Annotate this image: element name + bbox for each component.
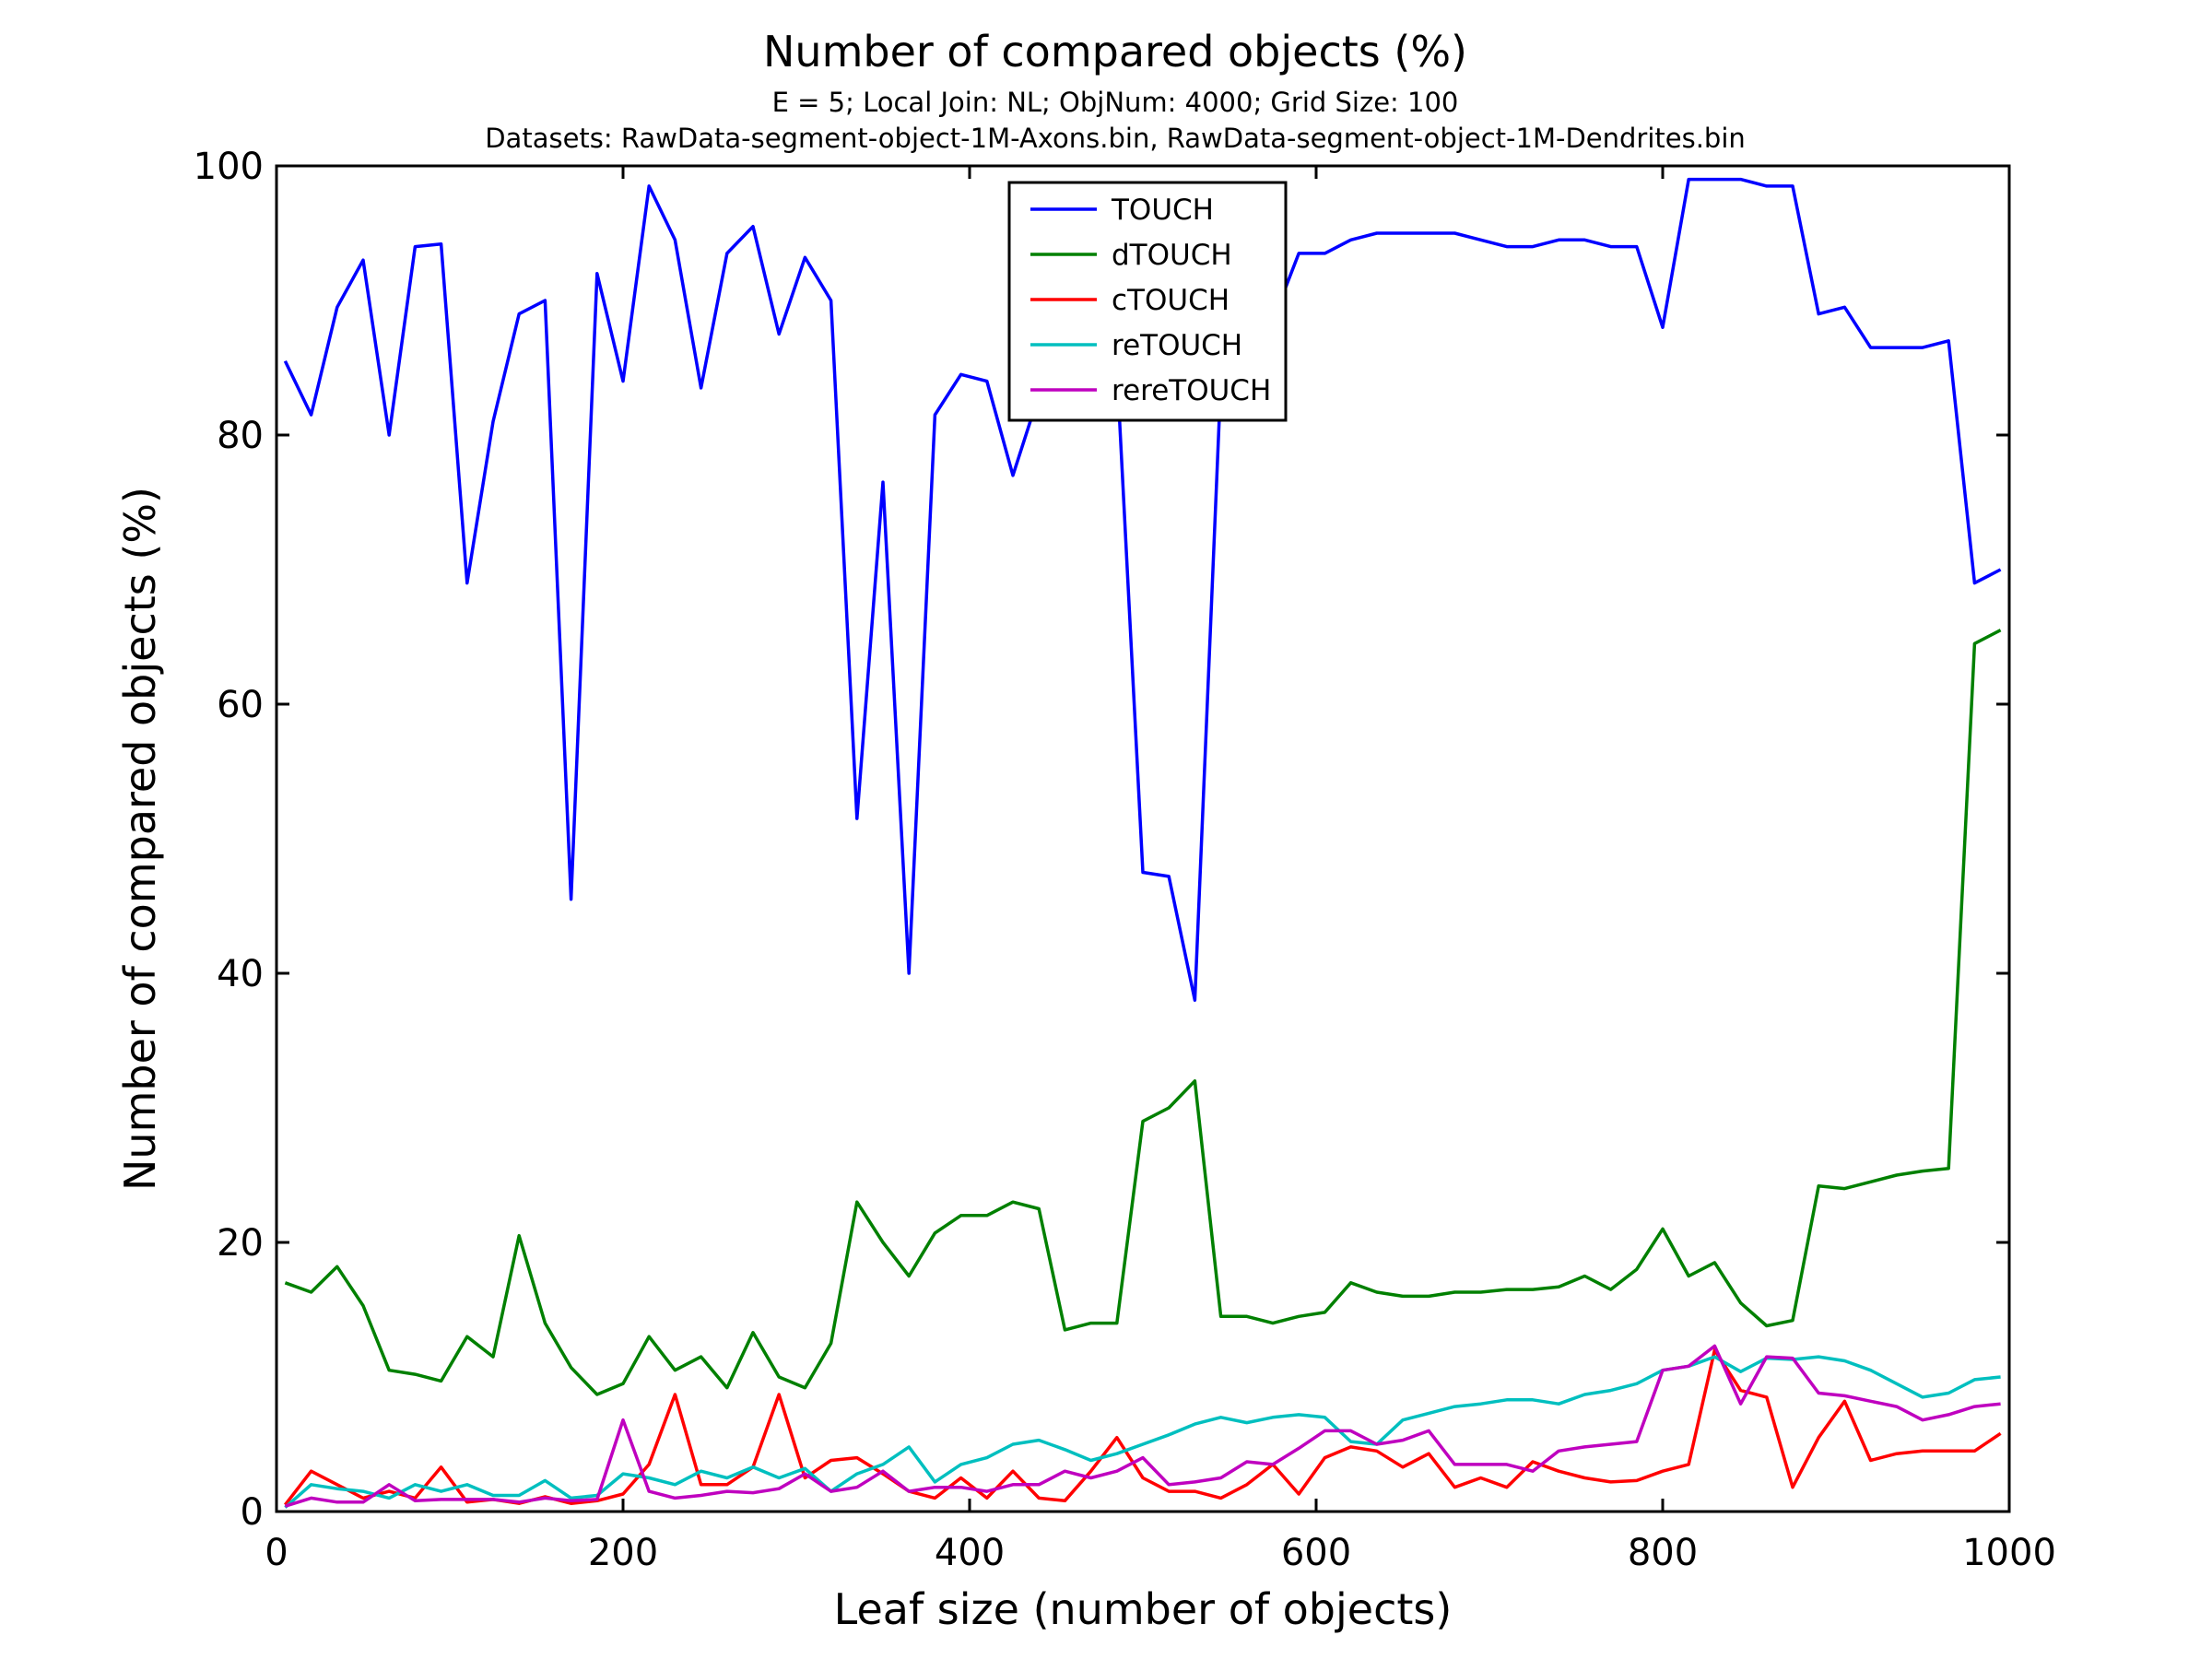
ticks-layer: 0 200 400 600 800 1000 0 20 40 60 80 100 [194, 146, 2056, 1574]
chart-subtitle-line-1: E = 5; Local Join: NL; ObjNum: 4000; Gri… [772, 87, 1459, 118]
legend-box [1007, 181, 1288, 422]
legend-label-retouch: reTOUCH [1112, 329, 1242, 362]
legend: TOUCH dTOUCH cTOUCH reTOUCH rereTOUCH [1007, 181, 1288, 422]
y-tick-label: 60 [217, 684, 264, 726]
legend-label-ctouch: cTOUCH [1112, 284, 1230, 317]
y-tick-label: 0 [241, 1491, 264, 1534]
chart-title: Number of compared objects (%) [763, 27, 1467, 76]
x-tick-label: 600 [1281, 1532, 1351, 1574]
legend-label-reretouch: rereTOUCH [1112, 374, 1271, 407]
x-tick-label: 200 [588, 1532, 658, 1574]
series-line-touch [283, 177, 2002, 1002]
y-axis-label: Number of compared objects (%) [115, 487, 165, 1191]
x-axis-label: Leaf size (number of objects) [834, 1584, 1453, 1634]
legend-label-dtouch: dTOUCH [1112, 239, 1232, 272]
series-line-reretouch [284, 1344, 2001, 1508]
y-tick-label: 40 [217, 953, 264, 995]
x-tick-label: 800 [1628, 1532, 1698, 1574]
series-line-retouch [284, 1355, 2001, 1509]
series-layer [283, 177, 2002, 1509]
x-tick-label: 0 [265, 1532, 288, 1574]
plot-frame [275, 164, 2011, 1513]
series-line-ctouch [284, 1348, 2002, 1506]
x-tick-label: 400 [935, 1532, 1005, 1574]
y-tick-label: 100 [194, 146, 264, 188]
x-tick-label: 1000 [1962, 1532, 2056, 1574]
chart-subtitle-line-2: Datasets: RawData-segment-object-1M-Axon… [485, 123, 1746, 154]
y-tick-label: 80 [217, 415, 264, 457]
series-line-dtouch [284, 629, 2002, 1396]
y-tick-label: 20 [217, 1222, 264, 1265]
legend-label-touch: TOUCH [1111, 194, 1214, 227]
